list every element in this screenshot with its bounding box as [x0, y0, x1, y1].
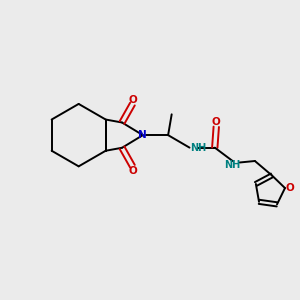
- Text: O: O: [285, 183, 294, 193]
- Text: O: O: [212, 117, 220, 128]
- Text: N: N: [139, 130, 147, 140]
- Text: NH: NH: [224, 160, 241, 170]
- Text: O: O: [128, 94, 137, 105]
- Text: O: O: [128, 166, 137, 176]
- Text: NH: NH: [190, 142, 207, 153]
